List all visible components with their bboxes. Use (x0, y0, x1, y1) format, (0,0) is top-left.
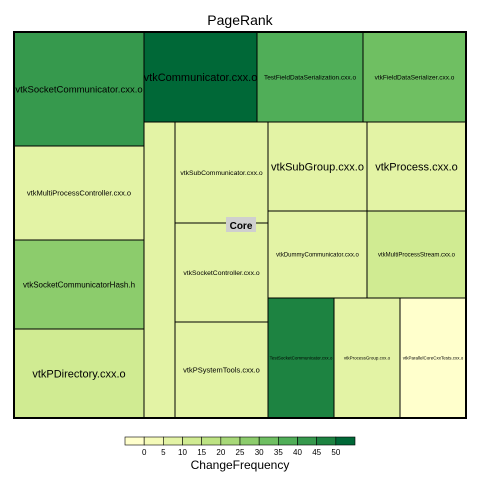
legend-swatch (258, 436, 279, 446)
treemap-outer-border (13, 31, 467, 419)
treemap-cell-label: vtkSubGroup.cxx.o (271, 161, 364, 173)
treemap-cell-rect (13, 145, 145, 241)
treemap-cell-label: vtkSocketCommunicatorHash.h (23, 280, 135, 289)
treemap-cell-label: vtkMultiProcessStream.cxx.o (378, 253, 456, 259)
treemap-cell-label: vtkSocketCommunicator.cxx.o (15, 84, 142, 95)
treemap-cell-label: vtkSocketController.cxx.o (183, 270, 260, 277)
treemap-cell-vtkmultiprocessstream: vtkMultiProcessStream.cxx.o (366, 210, 467, 299)
treemap-cell-label: vtkProcessGroup.cxx.o (344, 356, 391, 361)
treemap-cell-label: vtkSubCommunicator.cxx.o (180, 170, 263, 177)
treemap-cell-rect (333, 297, 401, 419)
legend-swatch (163, 436, 183, 446)
legend-swatch (297, 436, 317, 446)
legend-swatch (278, 436, 298, 446)
treemap-cell-vtkfielddataserializer: vtkFieldDataSerializer.cxx.o (362, 31, 467, 123)
treemap-cell-rect (267, 297, 335, 419)
treemap-cell-rect (143, 31, 258, 123)
legend-swatch (201, 436, 222, 446)
treemap-cell-vtkdummycommunicator: vtkDummyCommunicator.cxx.o (267, 210, 368, 299)
treemap-cell-rect (256, 31, 364, 123)
treemap-cell-label: vtkPDirectory.cxx.o (32, 368, 125, 380)
treemap-cell-testsocketcommunicator: TestSocketCommunicator.cxx.o (267, 297, 335, 419)
treemap-cell-rect (366, 121, 467, 212)
legend-tick-label: 25 (236, 448, 245, 457)
treemap-cell-label: vtkParallelCoreCxxTests.cxx.o (403, 356, 464, 361)
legend-swatch (182, 436, 202, 446)
treemap-cell-rect (399, 297, 467, 419)
legend: 0 5 10 15 20 25 30 35 40 45 50 ChangeFrequency (124, 436, 356, 472)
treemap-cell-rect (174, 222, 269, 323)
treemap-cell-vtksocketcommunicatorhash: vtkSocketCommunicatorHash.h (13, 239, 145, 330)
legend-swatch (335, 436, 356, 446)
legend-swatches (124, 436, 356, 446)
legend-swatch (239, 436, 260, 446)
treemap-cells: vtkSocketCommunicator.cxx.ovtkCommunicat… (13, 31, 467, 419)
treemap-cell-vtksubgroup: vtkSubGroup.cxx.o (267, 121, 368, 212)
treemap-cell-rect (362, 31, 467, 123)
treemap-cell-rect (13, 31, 145, 147)
treemap-cell-rect (267, 210, 368, 299)
legend-swatch (124, 436, 145, 446)
treemap-cell-rect (174, 321, 269, 419)
treemap-cell-vtkparallelcorecxxtests: vtkParallelCoreCxxTests.cxx.o (399, 297, 467, 419)
legend-tick-label: 50 (331, 448, 340, 457)
treemap-cell-label: vtkDummyCommunicator.cxx.o (276, 253, 359, 259)
treemap-cell-vtkmultiprocesscontroller: vtkMultiProcessController.cxx.o (13, 145, 145, 241)
legend-tick-label: 5 (161, 448, 166, 457)
treemap-cell-vtkpdirectory: vtkPDirectory.cxx.o (13, 328, 145, 419)
treemap-cell-label: vtkFieldDataSerializer.cxx.o (375, 74, 455, 81)
legend-tick-label: 35 (274, 448, 283, 457)
treemap-cell-label: vtkProcess.cxx.o (375, 161, 458, 173)
legend-tick-label: 45 (312, 448, 321, 457)
legend-tick-label: 20 (216, 448, 225, 457)
treemap-cell-vtksocketcontroller: vtkSocketController.cxx.o (174, 222, 269, 323)
treemap-cell-label: TestFieldDataSerialization.cxx.o (264, 74, 357, 81)
treemap-cell-testfielddataserialization: TestFieldDataSerialization.cxx.o (256, 31, 364, 123)
legend-title: ChangeFrequency (191, 458, 290, 472)
treemap-cell-rect (174, 121, 269, 224)
legend-swatch (143, 436, 164, 446)
treemap-cell-rect (13, 328, 145, 419)
legend-swatch (316, 436, 337, 446)
treemap-cell-label: vtkPSystemTools.cxx.o (183, 366, 260, 375)
treemap-cell-rect (267, 121, 368, 212)
legend-tick-label: 40 (293, 448, 302, 457)
legend-tick-label: 30 (255, 448, 264, 457)
treemap-cell-rect (143, 121, 176, 419)
treemap-cell-label: vtkCommunicator.cxx.o (144, 72, 258, 84)
legend-tick-label: 10 (178, 448, 187, 457)
treemap-cell-unlabeled (143, 121, 176, 419)
treemap-cell-label: vtkMultiProcessController.cxx.o (27, 189, 131, 198)
treemap-cell-vtkprocessgroup: vtkProcessGroup.cxx.o (333, 297, 401, 419)
treemap-cell-vtkpsystemtools: vtkPSystemTools.cxx.o (174, 321, 269, 419)
legend-tick-label: 0 (142, 448, 147, 457)
legend-ticks: 0 5 10 15 20 25 30 35 40 45 50 (142, 448, 341, 457)
treemap-cell-vtksocketcommunicator: vtkSocketCommunicator.cxx.o (13, 31, 145, 147)
treemap-cell-vtkcommunicator: vtkCommunicator.cxx.o (143, 31, 258, 123)
treemap-cell-label: TestSocketCommunicator.cxx.o (270, 356, 333, 361)
group-label-core: Core (226, 217, 256, 232)
group-label-background (226, 217, 256, 232)
legend-tick-label: 15 (197, 448, 206, 457)
group-label-text: Core (230, 221, 253, 232)
legend-swatch (220, 436, 241, 446)
chart-title: PageRank (207, 12, 273, 28)
treemap-cell-vtksubcommunicator: vtkSubCommunicator.cxx.o (174, 121, 269, 224)
treemap-cell-vtkprocess: vtkProcess.cxx.o (366, 121, 467, 212)
